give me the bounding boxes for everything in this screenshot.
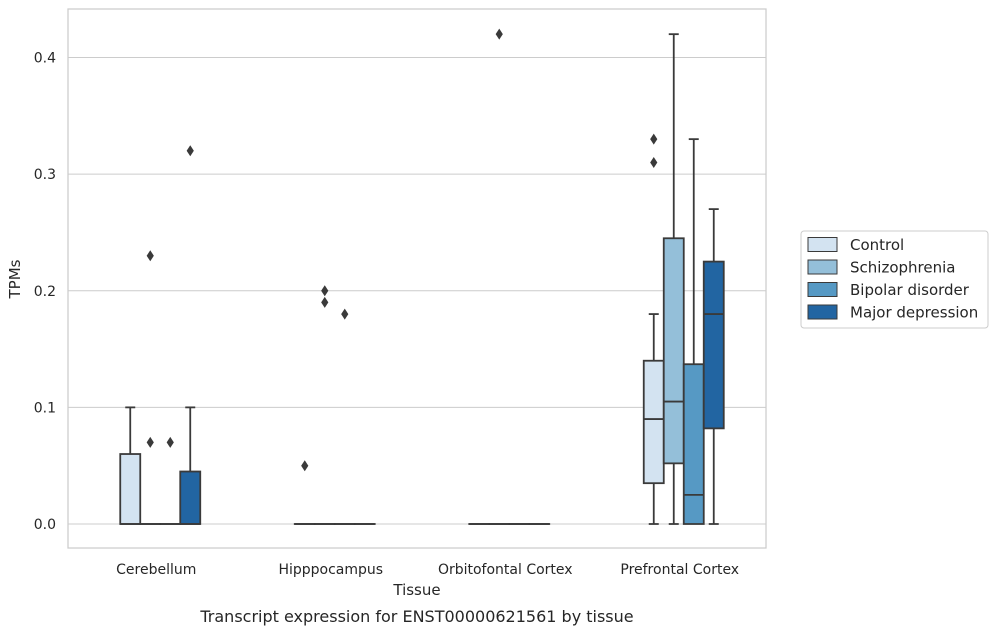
outlier-point — [341, 308, 349, 320]
legend-swatch — [807, 259, 838, 275]
legend-swatch — [807, 304, 838, 320]
box-body — [642, 359, 665, 485]
x-tick-label: Prefrontal Cortex — [620, 562, 739, 578]
legend-label: Major depression — [850, 304, 978, 322]
y-tick-labels: 0.0 0.1 0.2 0.3 0.4 — [34, 51, 56, 534]
legend-label: Control — [850, 236, 904, 254]
outlier-point — [495, 28, 503, 40]
box-control — [642, 133, 665, 525]
box-control — [119, 406, 142, 525]
y-tick-label: 0.3 — [34, 167, 56, 183]
legend-swatch — [807, 282, 838, 297]
box-major-depression — [179, 145, 202, 525]
box-bipolar-disorder — [682, 138, 705, 525]
y-tick-label: 0.0 — [34, 517, 56, 533]
outlier-point — [146, 250, 154, 262]
box-body — [702, 260, 725, 430]
y-tick-label: 0.2 — [34, 284, 56, 300]
x-tick-label: Cerebellum — [116, 562, 196, 578]
legend-swatch — [807, 237, 838, 252]
box-plots — [119, 28, 725, 525]
box-body — [682, 363, 705, 525]
outlier-point — [650, 133, 658, 145]
x-tick-label: Orbitofontal Cortex — [438, 562, 573, 578]
outlier-point — [166, 436, 174, 448]
legend-label: Schizophrenia — [850, 259, 955, 277]
outlier-point — [650, 156, 658, 168]
y-tick-label: 0.4 — [34, 51, 56, 67]
x-tick-labels: Cerebellum Hipppocampus Orbitofontal Corte… — [116, 562, 739, 578]
box-body — [119, 453, 142, 525]
y-tick-label: 0.1 — [34, 400, 56, 416]
outlier-point — [321, 296, 329, 308]
box-schizophrenia — [662, 33, 685, 525]
x-tick-label: Hipppocampus — [278, 562, 383, 578]
legend-frame — [800, 230, 989, 329]
plot-frame — [67, 8, 767, 549]
outlier-point — [186, 145, 194, 157]
outlier-point — [146, 436, 154, 448]
legend: Control Schizophrenia Bipolar disorder Majo… — [800, 230, 989, 329]
chart-caption: Transcript expression for ENST0000062156… — [199, 607, 633, 626]
legend-label: Bipolar disorder — [850, 281, 970, 299]
outlier-point — [301, 460, 309, 472]
y-axis-title: TPMs — [6, 259, 24, 299]
box-schizophrenia — [313, 285, 336, 525]
box-body — [662, 237, 685, 465]
outlier-point — [321, 285, 329, 297]
box-body — [179, 470, 202, 525]
box-major-depression — [702, 208, 725, 525]
x-axis-title: Tissue — [392, 581, 440, 599]
